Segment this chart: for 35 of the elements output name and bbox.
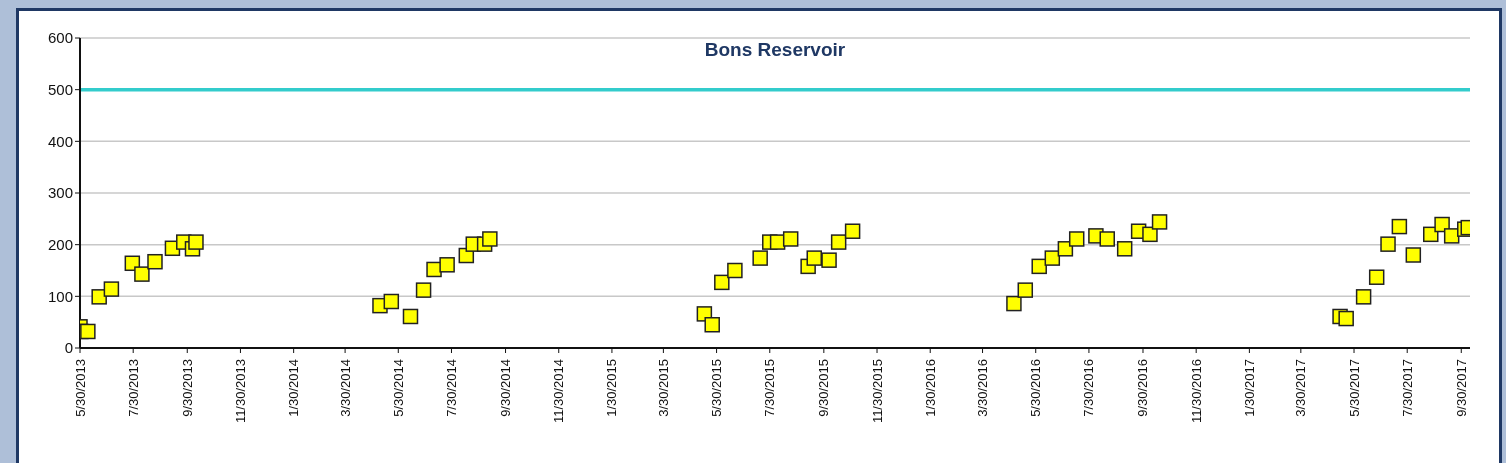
x-tick-label: 9/30/2013 xyxy=(179,359,195,417)
y-tick-label: 600 xyxy=(47,29,73,47)
x-tick-label: 1/30/2015 xyxy=(604,359,620,417)
x-tick-label: 11/30/2014 xyxy=(551,359,567,424)
x-tick-label: 5/30/2016 xyxy=(1028,359,1044,417)
x-tick-label: 11/30/2015 xyxy=(869,359,885,424)
y-tick-label: 0 xyxy=(64,339,73,357)
y-tick-label: 400 xyxy=(47,132,73,150)
y-tick-label: 100 xyxy=(47,287,73,305)
x-tick-label: 3/30/2017 xyxy=(1293,359,1309,417)
x-tick-label: 5/30/2014 xyxy=(390,359,406,417)
y-tick-label: 300 xyxy=(47,184,73,202)
x-tick-label: 1/30/2016 xyxy=(922,359,938,417)
x-tick-label: 7/30/2013 xyxy=(125,359,141,417)
x-tick-label: 7/30/2017 xyxy=(1399,359,1415,417)
x-tick-label: 3/30/2015 xyxy=(655,359,671,417)
x-tick-label: 7/30/2016 xyxy=(1081,359,1097,417)
x-tick-label: 9/30/2014 xyxy=(498,359,514,417)
chart-title: Bons Reservoir xyxy=(704,38,846,60)
x-tick-label: 5/30/2013 xyxy=(72,359,88,417)
x-tick-label: 9/30/2015 xyxy=(816,359,832,417)
x-tick-label: 9/30/2017 xyxy=(1453,359,1469,417)
x-tick-label: 11/30/2016 xyxy=(1188,359,1204,424)
x-tick-label: 9/30/2016 xyxy=(1135,359,1151,417)
x-tick-label: 1/30/2014 xyxy=(286,359,302,417)
x-tick-label: 5/30/2015 xyxy=(709,359,725,417)
x-tick-label: 11/30/2013 xyxy=(232,359,248,424)
x-tick-label: 3/30/2014 xyxy=(337,359,353,417)
x-tick-label: 5/30/2017 xyxy=(1346,359,1362,417)
x-tick-label: 7/30/2015 xyxy=(762,359,778,417)
y-tick-label: 200 xyxy=(47,235,73,253)
x-tick-label: 3/30/2016 xyxy=(975,359,991,417)
x-tick-label: 1/30/2017 xyxy=(1241,359,1257,417)
x-tick-label: 7/30/2014 xyxy=(443,359,459,417)
y-tick-label: 500 xyxy=(47,80,73,98)
